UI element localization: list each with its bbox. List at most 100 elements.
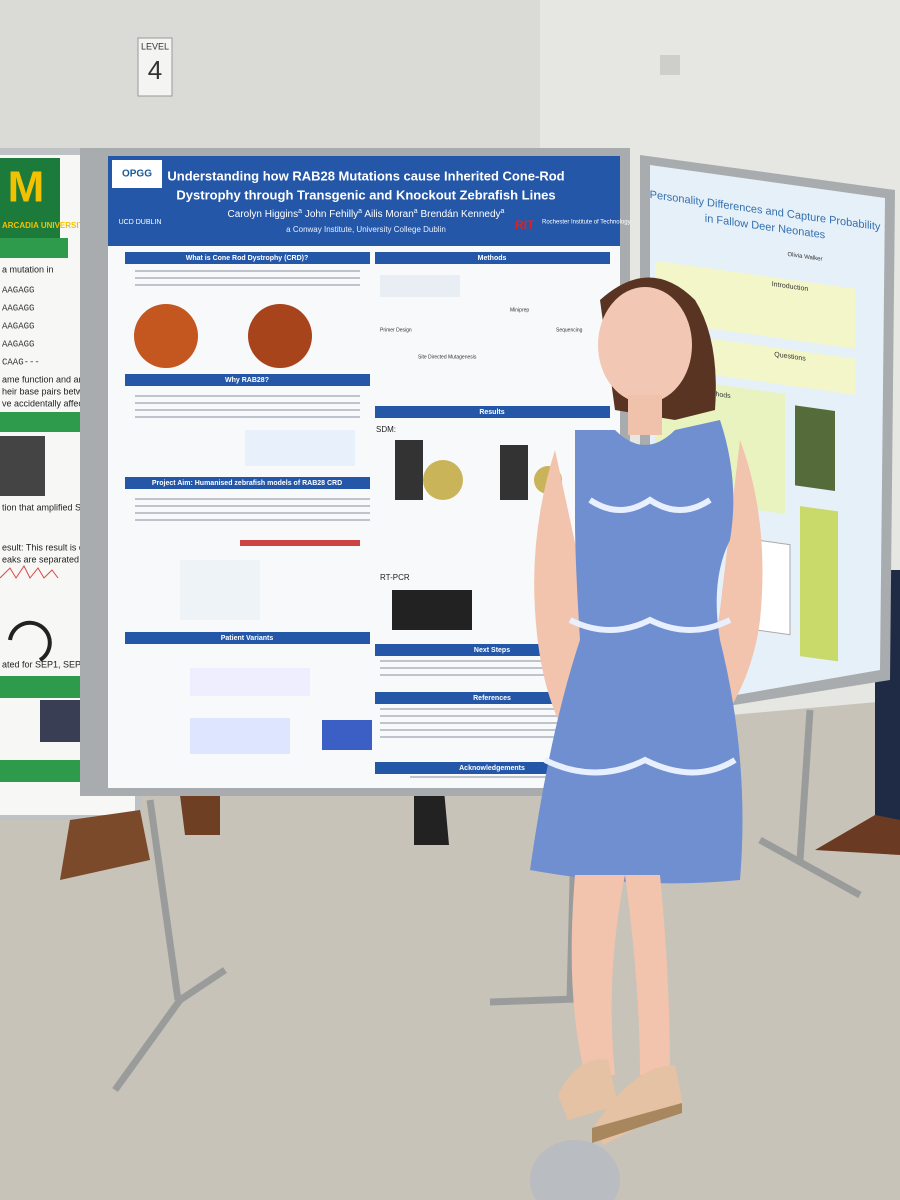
left-lines: a mutation in AAGAGG AAGAGG AAGAGG AAGAGG CAA… [2, 264, 145, 669]
section-bar [375, 252, 610, 264]
figure [240, 540, 360, 546]
author-mark: a [501, 208, 505, 215]
center-header [108, 156, 620, 246]
left-line: eaks are separated and singular. [2, 554, 133, 564]
left-line: esult: This result is clean and [2, 542, 118, 552]
sandal [558, 1059, 618, 1120]
person [530, 277, 763, 1145]
left-line: AAGAGG [2, 303, 34, 313]
figure [380, 275, 460, 297]
left-line: AAGAGG [2, 321, 34, 331]
poster-affiliation: a Conway Institute, University College D… [286, 225, 446, 234]
boot [180, 795, 220, 835]
left-chromatogram [0, 565, 59, 579]
right-box [800, 506, 838, 662]
leg [571, 875, 625, 1075]
stand-leg [146, 799, 182, 1001]
section-heading: Project Aim: Humanised zebrafish models … [152, 480, 342, 487]
level-sign [137, 37, 173, 97]
result-label: SDM: [376, 425, 396, 434]
stand-leg [796, 709, 814, 861]
sign-number: 4 [148, 55, 162, 85]
method-label: Site Directed Mutagenesis [418, 354, 477, 360]
dress [530, 420, 743, 884]
left-org: ARCADIA UNIVERSITY [2, 221, 89, 230]
logo-box [112, 160, 162, 188]
foreground-object [530, 1140, 620, 1200]
section-bar [375, 406, 610, 418]
shoe [414, 790, 449, 845]
author-name: Carolyn Higgins [228, 209, 299, 220]
wall-socket [660, 55, 680, 75]
neck [628, 395, 662, 435]
figure [180, 560, 260, 620]
right-section: Questions [774, 351, 806, 362]
logo-opgg: OPGG [122, 169, 152, 180]
gel [392, 590, 472, 630]
right-photo [795, 405, 835, 492]
left-sections: What is Cone Rod Dystrophy (CRD)? Why RAB… [125, 252, 370, 644]
retina-image [134, 304, 198, 368]
left-arrow [8, 620, 52, 662]
figure [322, 720, 372, 750]
center-poster: OPGG UCD DUBLIN Understanding how RAB28 … [80, 148, 631, 796]
left-line: ve accidentally affected [2, 398, 95, 408]
logo-rit: RIT [515, 218, 535, 232]
author-name: Ailis Moran [364, 209, 413, 220]
section-heading: Patient Variants [221, 635, 274, 642]
left-band [0, 238, 68, 258]
body-text [135, 270, 610, 778]
left-line: ame function and are [2, 374, 87, 384]
figure [245, 430, 355, 466]
left-logo-bg [0, 158, 60, 238]
left-line: a mutation in [2, 264, 54, 274]
section-bar [125, 477, 370, 489]
figure [190, 668, 310, 696]
arm [670, 440, 763, 760]
section-bar [125, 374, 370, 386]
left-line: tion that amplified SEP4: [2, 502, 101, 512]
section-heading: Methods [478, 255, 507, 262]
section-heading: Next Steps [474, 647, 510, 654]
retina-image [248, 304, 312, 368]
section-heading: Results [479, 409, 504, 416]
section-heading: Why RAB28? [225, 377, 269, 384]
plate [423, 460, 463, 500]
left-band [0, 412, 90, 432]
poster-title: Understanding how RAB28 Mutations cause … [167, 168, 564, 183]
right-author: Olivia Walker [787, 252, 822, 263]
stand-foot [758, 836, 862, 899]
gel [500, 445, 528, 500]
method-label: Primer Design [380, 327, 412, 333]
figure [190, 718, 290, 754]
leg [625, 875, 670, 1075]
sole [592, 1103, 682, 1143]
section-bar [125, 632, 370, 644]
section-heading: References [473, 695, 511, 702]
face [598, 287, 692, 403]
shoe [815, 815, 900, 855]
author-mark: a [358, 208, 362, 215]
left-line: AAGAGG [2, 339, 34, 349]
logo-ucd: UCD DUBLIN [119, 219, 162, 226]
poster-authors: Carolyn Higginsa John Fehillya Ailis Mor… [228, 208, 505, 220]
section-heading: Acknowledgements [459, 765, 525, 772]
result-label: RT-PCR [380, 573, 410, 582]
boot [60, 810, 150, 880]
section-heading: What is Cone Rod Dystrophy (CRD)? [186, 255, 309, 262]
stand-foot [112, 997, 183, 1093]
left-line: AAGAGG [2, 285, 34, 295]
left-line: heir base pairs between [2, 386, 98, 396]
logo-rit-name: Rochester Institute of Technology [542, 220, 631, 226]
wall-shadow [0, 0, 540, 150]
left-gel [0, 436, 45, 496]
sign-label: LEVEL [141, 41, 169, 51]
left-line: CAAG--- [2, 357, 40, 367]
poster-title: Dystrophy through Transgenic and Knockou… [176, 187, 555, 202]
author-mark: a [414, 208, 418, 215]
figure-labels: Primer Design Site Directed Mutagenesis Mi… [376, 307, 583, 582]
left-line: ated for SEP1, SEP3, and SEP4 for [2, 659, 145, 669]
method-label: Miniprep [510, 307, 529, 313]
